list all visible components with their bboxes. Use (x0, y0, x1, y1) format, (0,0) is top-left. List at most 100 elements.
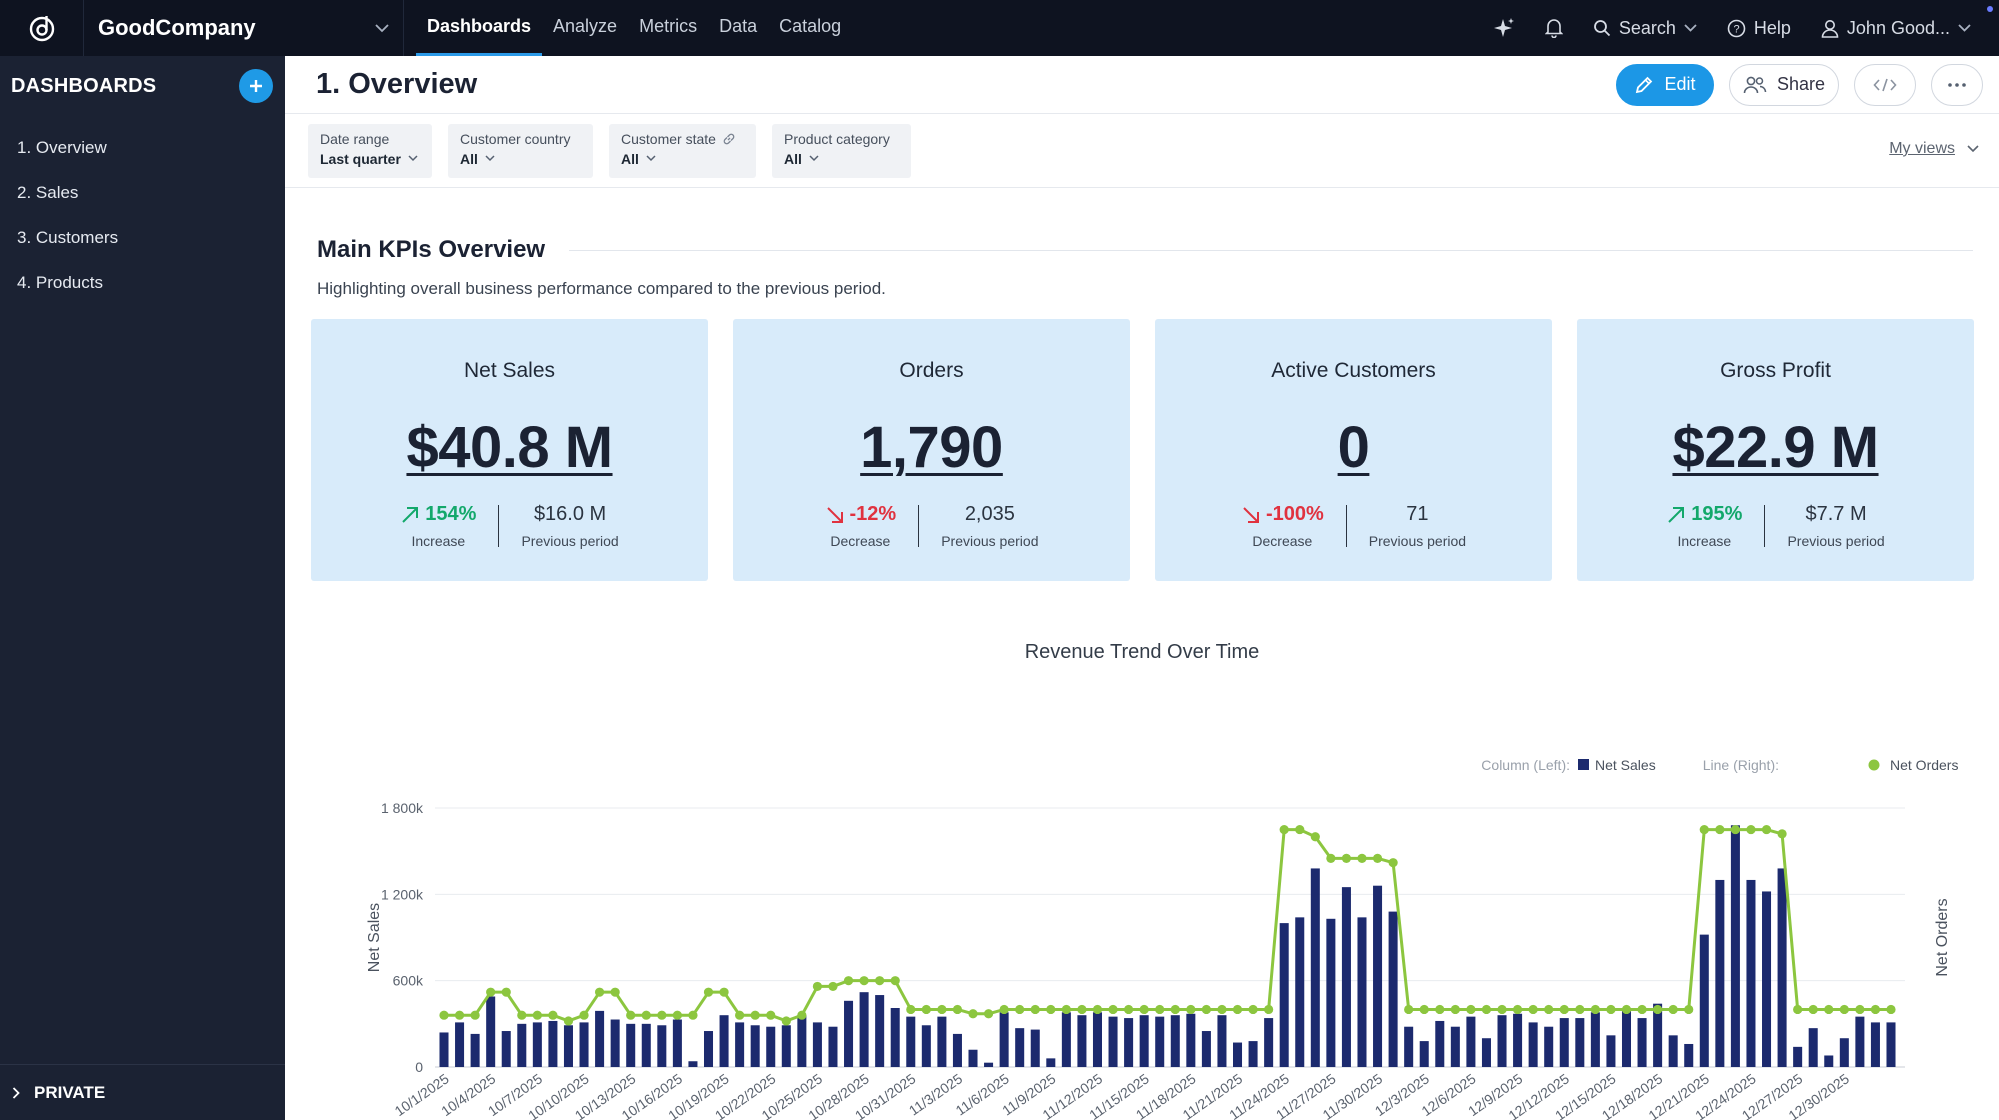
filter-customer-state[interactable]: Customer state All (609, 123, 756, 178)
kpi-previous-col: $16.0 M Previous period (507, 503, 632, 549)
help-button[interactable]: ? Help (1727, 18, 1791, 39)
bar-net-sales (1590, 1012, 1600, 1067)
kpi-value: 0 (1155, 414, 1552, 481)
revenue-trend-chart[interactable]: 0 600k 1 200k 1 800k Net Sales Net Orders Colu… (285, 676, 1999, 1120)
kpi-card-orders[interactable]: Orders 1,790 -12% Decrease 2,035 Previou… (733, 319, 1130, 581)
kpi-value-text[interactable]: 0 (1337, 415, 1370, 480)
my-views-dropdown[interactable]: My views (1889, 140, 1979, 158)
help-icon: ? (1727, 19, 1746, 37)
user-icon (1821, 19, 1839, 38)
filter-label: Customer state (621, 131, 744, 147)
sidebar-title: DASHBOARDS (11, 74, 157, 97)
add-dashboard-button[interactable] (239, 69, 273, 103)
nav-catalog[interactable]: Catalog (779, 16, 842, 36)
my-views-label: My views (1889, 140, 1955, 157)
bar-net-sales (610, 1019, 620, 1067)
workspace-name: GoodCompany (98, 15, 256, 40)
search-label: Search (1618, 17, 1676, 38)
sidebar-item-products[interactable]: 4. Products (17, 272, 103, 292)
kpi-value-text[interactable]: 1,790 (860, 415, 1003, 480)
bar-net-sales (1653, 1003, 1663, 1067)
kpi-value-text[interactable]: $22.9 M (1672, 415, 1879, 480)
bar-net-sales (1544, 1026, 1554, 1067)
bar-net-sales (1435, 1020, 1445, 1067)
kpi-previous-label: Previous period (1787, 533, 1885, 549)
bar-net-sales (890, 1008, 900, 1067)
filter-value-text: All (784, 150, 802, 167)
point-net-orders (470, 1010, 480, 1020)
chevron-down-icon (1684, 24, 1697, 32)
bar-net-sales (1824, 1055, 1834, 1067)
chevron-right-icon (12, 1086, 20, 1099)
point-net-orders (641, 1010, 651, 1020)
kpi-value: $22.9 M (1577, 414, 1974, 481)
edit-button[interactable]: Edit (1616, 63, 1714, 106)
sparkle-icon (1493, 18, 1514, 37)
filter-bar: Date range Last quarter Customer country… (285, 114, 1999, 188)
workspace-switcher[interactable]: GoodCompany (84, 0, 404, 56)
notifications-button[interactable] (1544, 18, 1563, 38)
kpi-delta-col: 195% Increase (1652, 503, 1756, 549)
point-net-orders (719, 987, 729, 997)
sidebar-item-overview[interactable]: 1. Overview (17, 137, 107, 157)
arrow-up-right-icon (1668, 506, 1685, 523)
point-net-orders (999, 1004, 1009, 1015)
app-logo[interactable] (0, 0, 84, 56)
filter-customer-country[interactable]: Customer country All (448, 123, 593, 178)
ai-assistant-button[interactable] (1493, 17, 1515, 39)
share-button[interactable]: Share (1729, 63, 1839, 106)
private-section-toggle[interactable]: PRIVATE (0, 1064, 285, 1120)
bar-net-sales (1606, 1035, 1616, 1067)
legend-label-net-orders: Net Orders (1890, 757, 1958, 773)
plus-icon (250, 80, 262, 92)
point-net-orders (1201, 1004, 1211, 1015)
bar-net-sales (1621, 1010, 1632, 1067)
nav-dashboards[interactable]: Dashboards (416, 0, 543, 56)
chevron-down-icon (809, 155, 819, 162)
more-options-button[interactable] (1931, 63, 1983, 106)
nav-data[interactable]: Data (719, 16, 758, 36)
kpi-previous-col: 71 Previous period (1355, 503, 1480, 549)
bar-net-sales (1077, 1015, 1087, 1067)
nav-analyze[interactable]: Analyze (553, 16, 618, 36)
kpi-card-gross-profit[interactable]: Gross Profit $22.9 M 195% Increase $7.7 … (1577, 319, 1974, 581)
bar-net-sales (844, 1000, 854, 1067)
point-net-orders (875, 976, 885, 986)
bar-net-sales (1046, 1058, 1056, 1067)
bar-net-sales (532, 1022, 542, 1067)
filter-product-category[interactable]: Product category All (772, 123, 911, 178)
bar-net-sales (937, 1016, 947, 1067)
kpi-value-text[interactable]: $40.8 M (406, 415, 613, 480)
filter-date-range[interactable]: Date range Last quarter (308, 123, 432, 178)
bar-net-sales (999, 1012, 1009, 1067)
point-net-orders (1777, 829, 1787, 839)
point-net-orders (1232, 1004, 1243, 1015)
share-label: Share (1776, 74, 1826, 94)
filter-value-text: Last quarter (320, 150, 401, 167)
point-net-orders (1341, 853, 1352, 863)
search-button[interactable]: Search (1593, 18, 1697, 39)
nav-metrics[interactable]: Metrics (639, 16, 698, 36)
point-net-orders (1870, 1004, 1881, 1015)
point-net-orders (439, 1010, 449, 1020)
sidebar-item-customers[interactable]: 3. Customers (17, 227, 119, 247)
kpi-card-active-customers[interactable]: Active Customers 0 -100% Decrease 71 Pre… (1155, 319, 1552, 581)
point-net-orders (1653, 1004, 1663, 1015)
pencil-icon (1636, 76, 1653, 93)
bar-net-sales (1668, 1035, 1678, 1067)
line-net-orders (444, 828, 1891, 1023)
sidebar-item-sales[interactable]: 2. Sales (17, 182, 79, 202)
kpi-card-net-sales[interactable]: Net Sales $40.8 M 154% Increase $16.0 M … (311, 319, 708, 581)
user-menu[interactable]: John Good... (1821, 18, 1971, 39)
kpi-title: Gross Profit (1720, 359, 1831, 382)
point-net-orders (1372, 853, 1383, 863)
bar-net-sales (766, 1026, 776, 1067)
point-net-orders (688, 1010, 698, 1020)
chevron-down-icon (1958, 24, 1971, 32)
point-net-orders (1824, 1004, 1834, 1015)
y-axis-title: Net Sales (366, 903, 383, 972)
arrow-up-right-icon (402, 506, 419, 523)
kpi-delta-label: Increase (411, 533, 466, 549)
divider (569, 249, 1973, 251)
embed-button[interactable] (1854, 63, 1916, 106)
